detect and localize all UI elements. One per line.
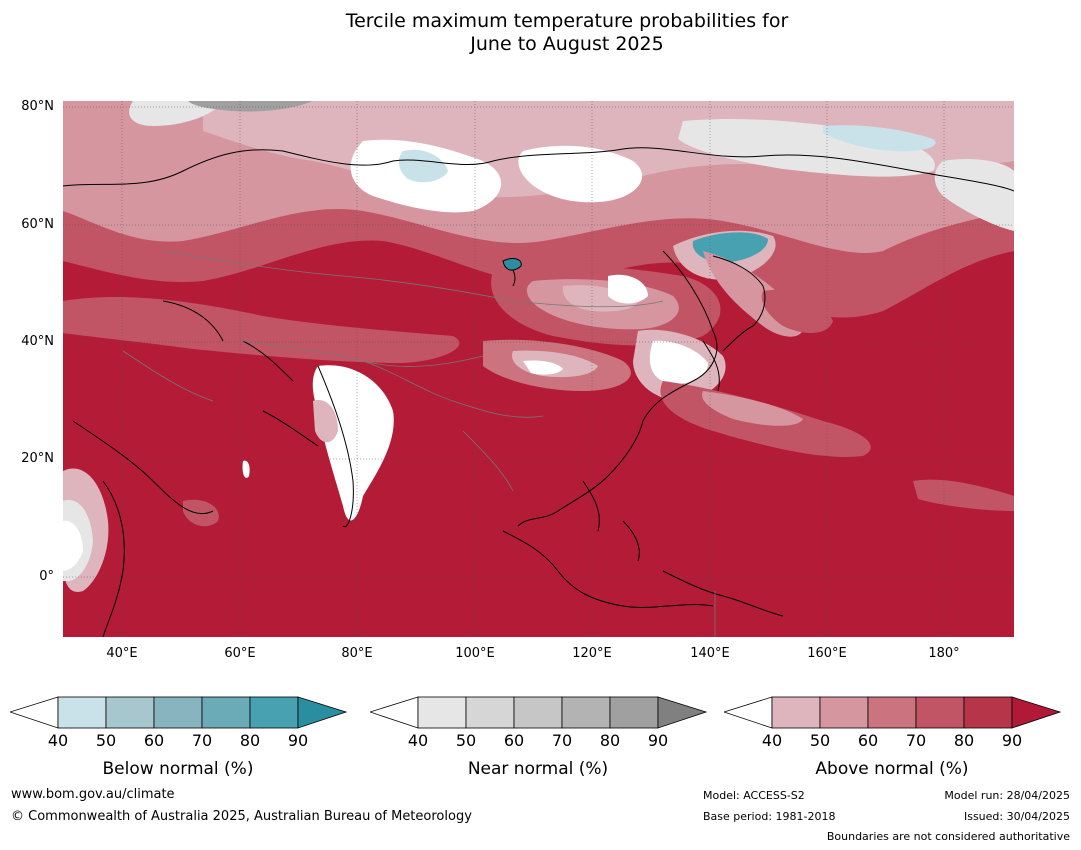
model-name: Model: ACCESS-S2 — [703, 789, 805, 802]
lon-label-160e: 160°E — [807, 646, 847, 661]
lat-label-20n: 20°N — [21, 451, 54, 466]
near-tick-60: 60 — [503, 731, 525, 750]
boundaries-disclaimer: Boundaries are not considered authoritat… — [826, 830, 1070, 843]
colorbar-below-normal: 40 50 60 70 80 90 Below normal (%) — [8, 695, 350, 779]
lon-label-100e: 100°E — [455, 646, 495, 661]
copyright-text: © Commonwealth of Australia 2025, Austra… — [11, 809, 472, 824]
above-tick-90: 90 — [1001, 731, 1023, 750]
above-tick-70: 70 — [905, 731, 927, 750]
lon-label-180: 180° — [928, 646, 960, 661]
issued-date: Issued: 30/04/2025 — [963, 810, 1070, 823]
colorbar-below-swatches — [8, 696, 348, 729]
below-tick-90: 90 — [287, 731, 309, 750]
lon-label-120e: 120°E — [572, 646, 612, 661]
above-tick-50: 50 — [809, 731, 831, 750]
colorbar-above-normal: 40 50 60 70 80 90 Above normal (%) — [722, 695, 1064, 779]
below-tick-80: 80 — [239, 731, 261, 750]
map-title-line1: Tercile maximum temperature probabilitie… — [345, 10, 789, 32]
website-link[interactable]: www.bom.gov.au/climate — [11, 787, 175, 802]
lon-label-140e: 140°E — [690, 646, 730, 661]
lat-label-60n: 60°N — [21, 217, 54, 232]
below-tick-60: 60 — [143, 731, 165, 750]
above-tick-40: 40 — [761, 731, 783, 750]
lat-label-0: 0° — [39, 569, 54, 584]
probability-map — [63, 101, 1014, 637]
above-tick-60: 60 — [857, 731, 879, 750]
below-tick-40: 40 — [47, 731, 69, 750]
above-normal-caption: Above normal (%) — [815, 759, 969, 779]
model-run-date: Model run: 28/04/2025 — [944, 789, 1070, 802]
above-tick-80: 80 — [953, 731, 975, 750]
below-tick-70: 70 — [191, 731, 213, 750]
lat-label-40n: 40°N — [21, 334, 54, 349]
near-tick-50: 50 — [455, 731, 477, 750]
lon-label-80e: 80°E — [341, 646, 373, 661]
map-canvas — [63, 101, 1014, 637]
near-tick-90: 90 — [647, 731, 669, 750]
lat-label-80n: 80°N — [21, 99, 54, 114]
map-title-line2: June to August 2025 — [470, 33, 664, 55]
below-tick-50: 50 — [95, 731, 117, 750]
map-title: Tercile maximum temperature probabilitie… — [0, 10, 1081, 56]
colorbar-above-swatches — [722, 696, 1062, 729]
near-normal-caption: Near normal (%) — [467, 759, 609, 779]
lon-label-40e: 40°E — [106, 646, 138, 661]
colorbar-near-swatches — [368, 696, 708, 729]
lon-label-60e: 60°E — [224, 646, 256, 661]
near-tick-40: 40 — [407, 731, 429, 750]
below-normal-caption: Below normal (%) — [102, 759, 254, 779]
near-tick-80: 80 — [599, 731, 621, 750]
base-period: Base period: 1981-2018 — [703, 810, 836, 823]
near-tick-70: 70 — [551, 731, 573, 750]
colorbar-near-normal: 40 50 60 70 80 90 Near normal (%) — [368, 695, 710, 779]
